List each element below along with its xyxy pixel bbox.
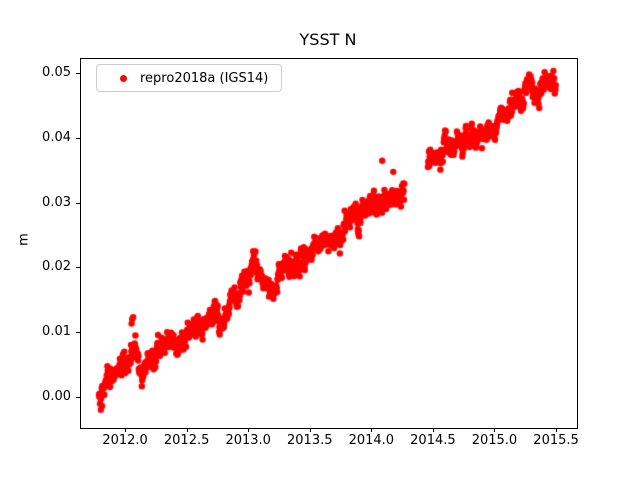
x-tick <box>248 428 250 432</box>
x-tick <box>432 428 434 432</box>
x-tick-label: 2014.0 <box>348 433 395 448</box>
legend: repro2018a (IGS14) <box>96 64 282 92</box>
y-axis-label: m <box>16 233 32 246</box>
legend-label: repro2018a (IGS14) <box>140 70 269 86</box>
plot-area: repro2018a (IGS14) <box>80 58 578 429</box>
x-tick-label: 2013.5 <box>287 433 333 448</box>
y-tick <box>76 202 80 204</box>
x-tick-label: 2014.5 <box>410 433 456 448</box>
y-tick-label: 0.03 <box>42 194 71 210</box>
x-tick-label: 2015.5 <box>533 433 579 448</box>
x-tick <box>309 428 311 432</box>
chart-title: YSST N <box>299 30 357 49</box>
legend-dot-icon <box>120 74 127 82</box>
x-tick <box>494 428 496 432</box>
scatter-canvas <box>81 59 577 428</box>
y-tick <box>76 332 80 334</box>
x-tick <box>186 428 188 432</box>
y-tick-label: 0.05 <box>42 64 71 80</box>
y-tick <box>76 137 80 139</box>
x-tick-label: 2015.0 <box>471 433 518 448</box>
x-tick <box>125 428 127 432</box>
y-tick-label: 0.00 <box>42 389 71 405</box>
x-tick-label: 2012.0 <box>102 433 148 448</box>
x-tick-label: 2013.0 <box>225 433 271 448</box>
x-tick <box>371 428 373 432</box>
y-tick-label: 0.01 <box>42 324 71 340</box>
y-tick <box>76 267 80 269</box>
x-tick <box>556 428 558 432</box>
y-tick <box>76 72 80 74</box>
y-tick <box>76 397 80 399</box>
y-tick-label: 0.04 <box>42 129 71 145</box>
y-tick-label: 0.02 <box>42 259 71 275</box>
x-tick-label: 2012.5 <box>163 433 210 448</box>
